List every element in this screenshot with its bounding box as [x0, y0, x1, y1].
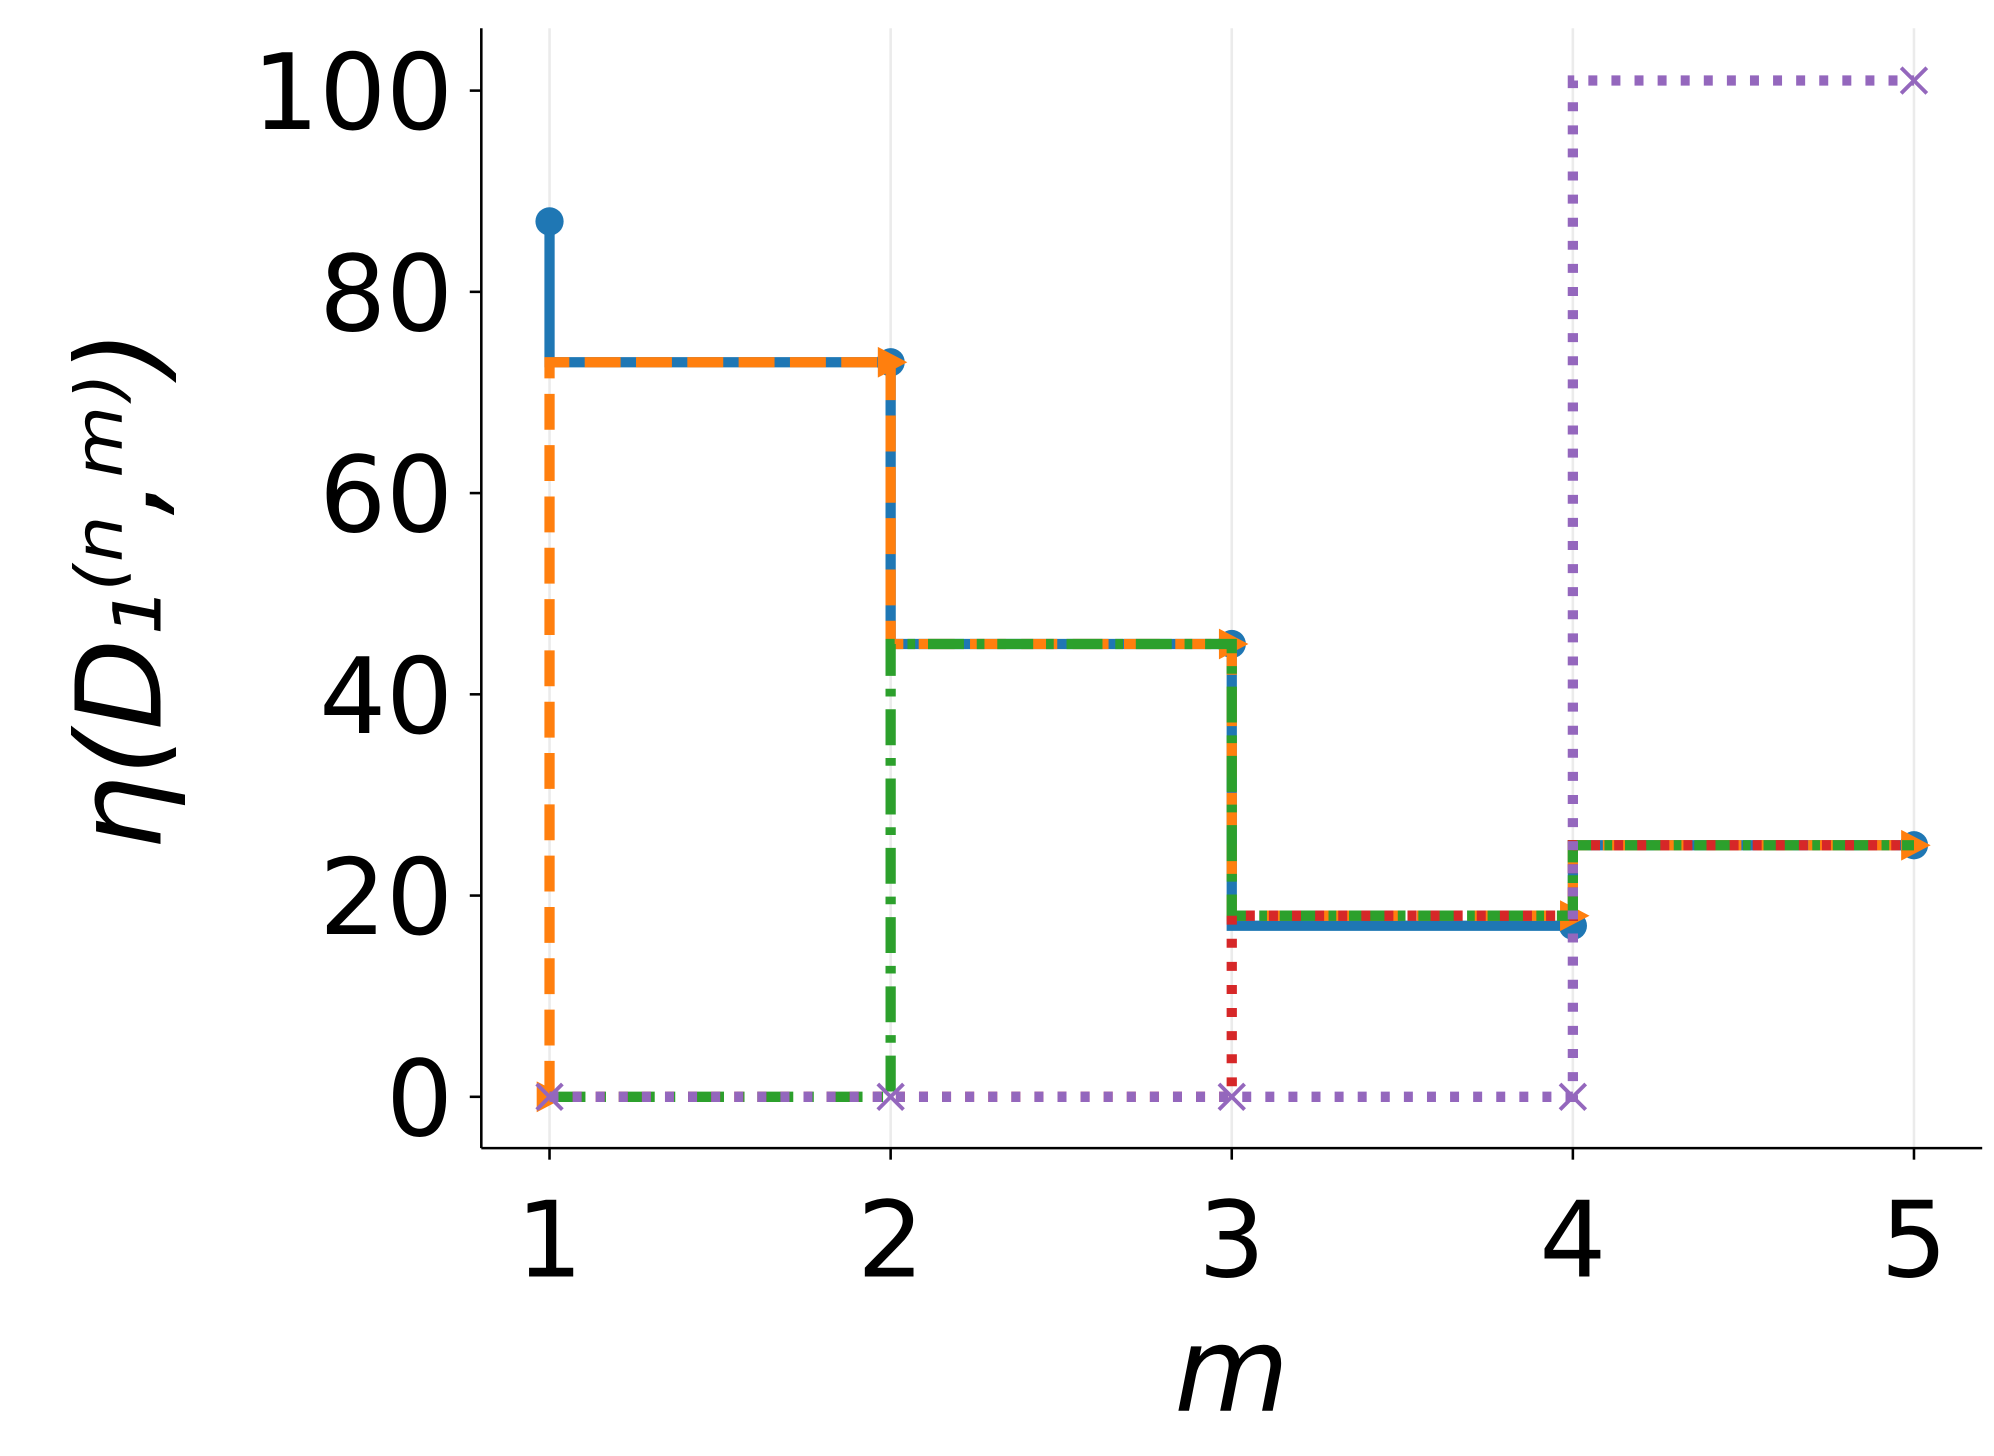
y-axis-label: η(D₁⁽ⁿ,ᵐ⁾)	[51, 330, 189, 851]
marker	[535, 1082, 564, 1111]
x-tick-label: 3	[1198, 1178, 1265, 1301]
x-tick-label: 1	[516, 1178, 583, 1301]
x-tick-label: 4	[1539, 1178, 1606, 1301]
y-tick-label: 0	[386, 1037, 453, 1160]
y-tick-label: 80	[319, 232, 453, 355]
y-tick-label: 100	[252, 31, 453, 154]
x-tick-label: 2	[857, 1178, 924, 1301]
x-tick-label: 5	[1881, 1178, 1948, 1301]
marker	[535, 207, 564, 236]
y-tick-label: 40	[319, 635, 453, 758]
marker	[1901, 829, 1931, 861]
y-tick-label: 60	[319, 434, 453, 557]
x-axis-label: m	[1174, 1301, 1289, 1439]
step-line	[549, 75, 1914, 1102]
marker	[877, 346, 908, 378]
y-tick-label: 20	[319, 836, 453, 959]
marker	[1217, 1082, 1246, 1111]
marker	[1558, 1082, 1588, 1111]
marker	[1899, 66, 1929, 95]
step-line	[549, 638, 1914, 1102]
marker	[876, 1082, 905, 1111]
